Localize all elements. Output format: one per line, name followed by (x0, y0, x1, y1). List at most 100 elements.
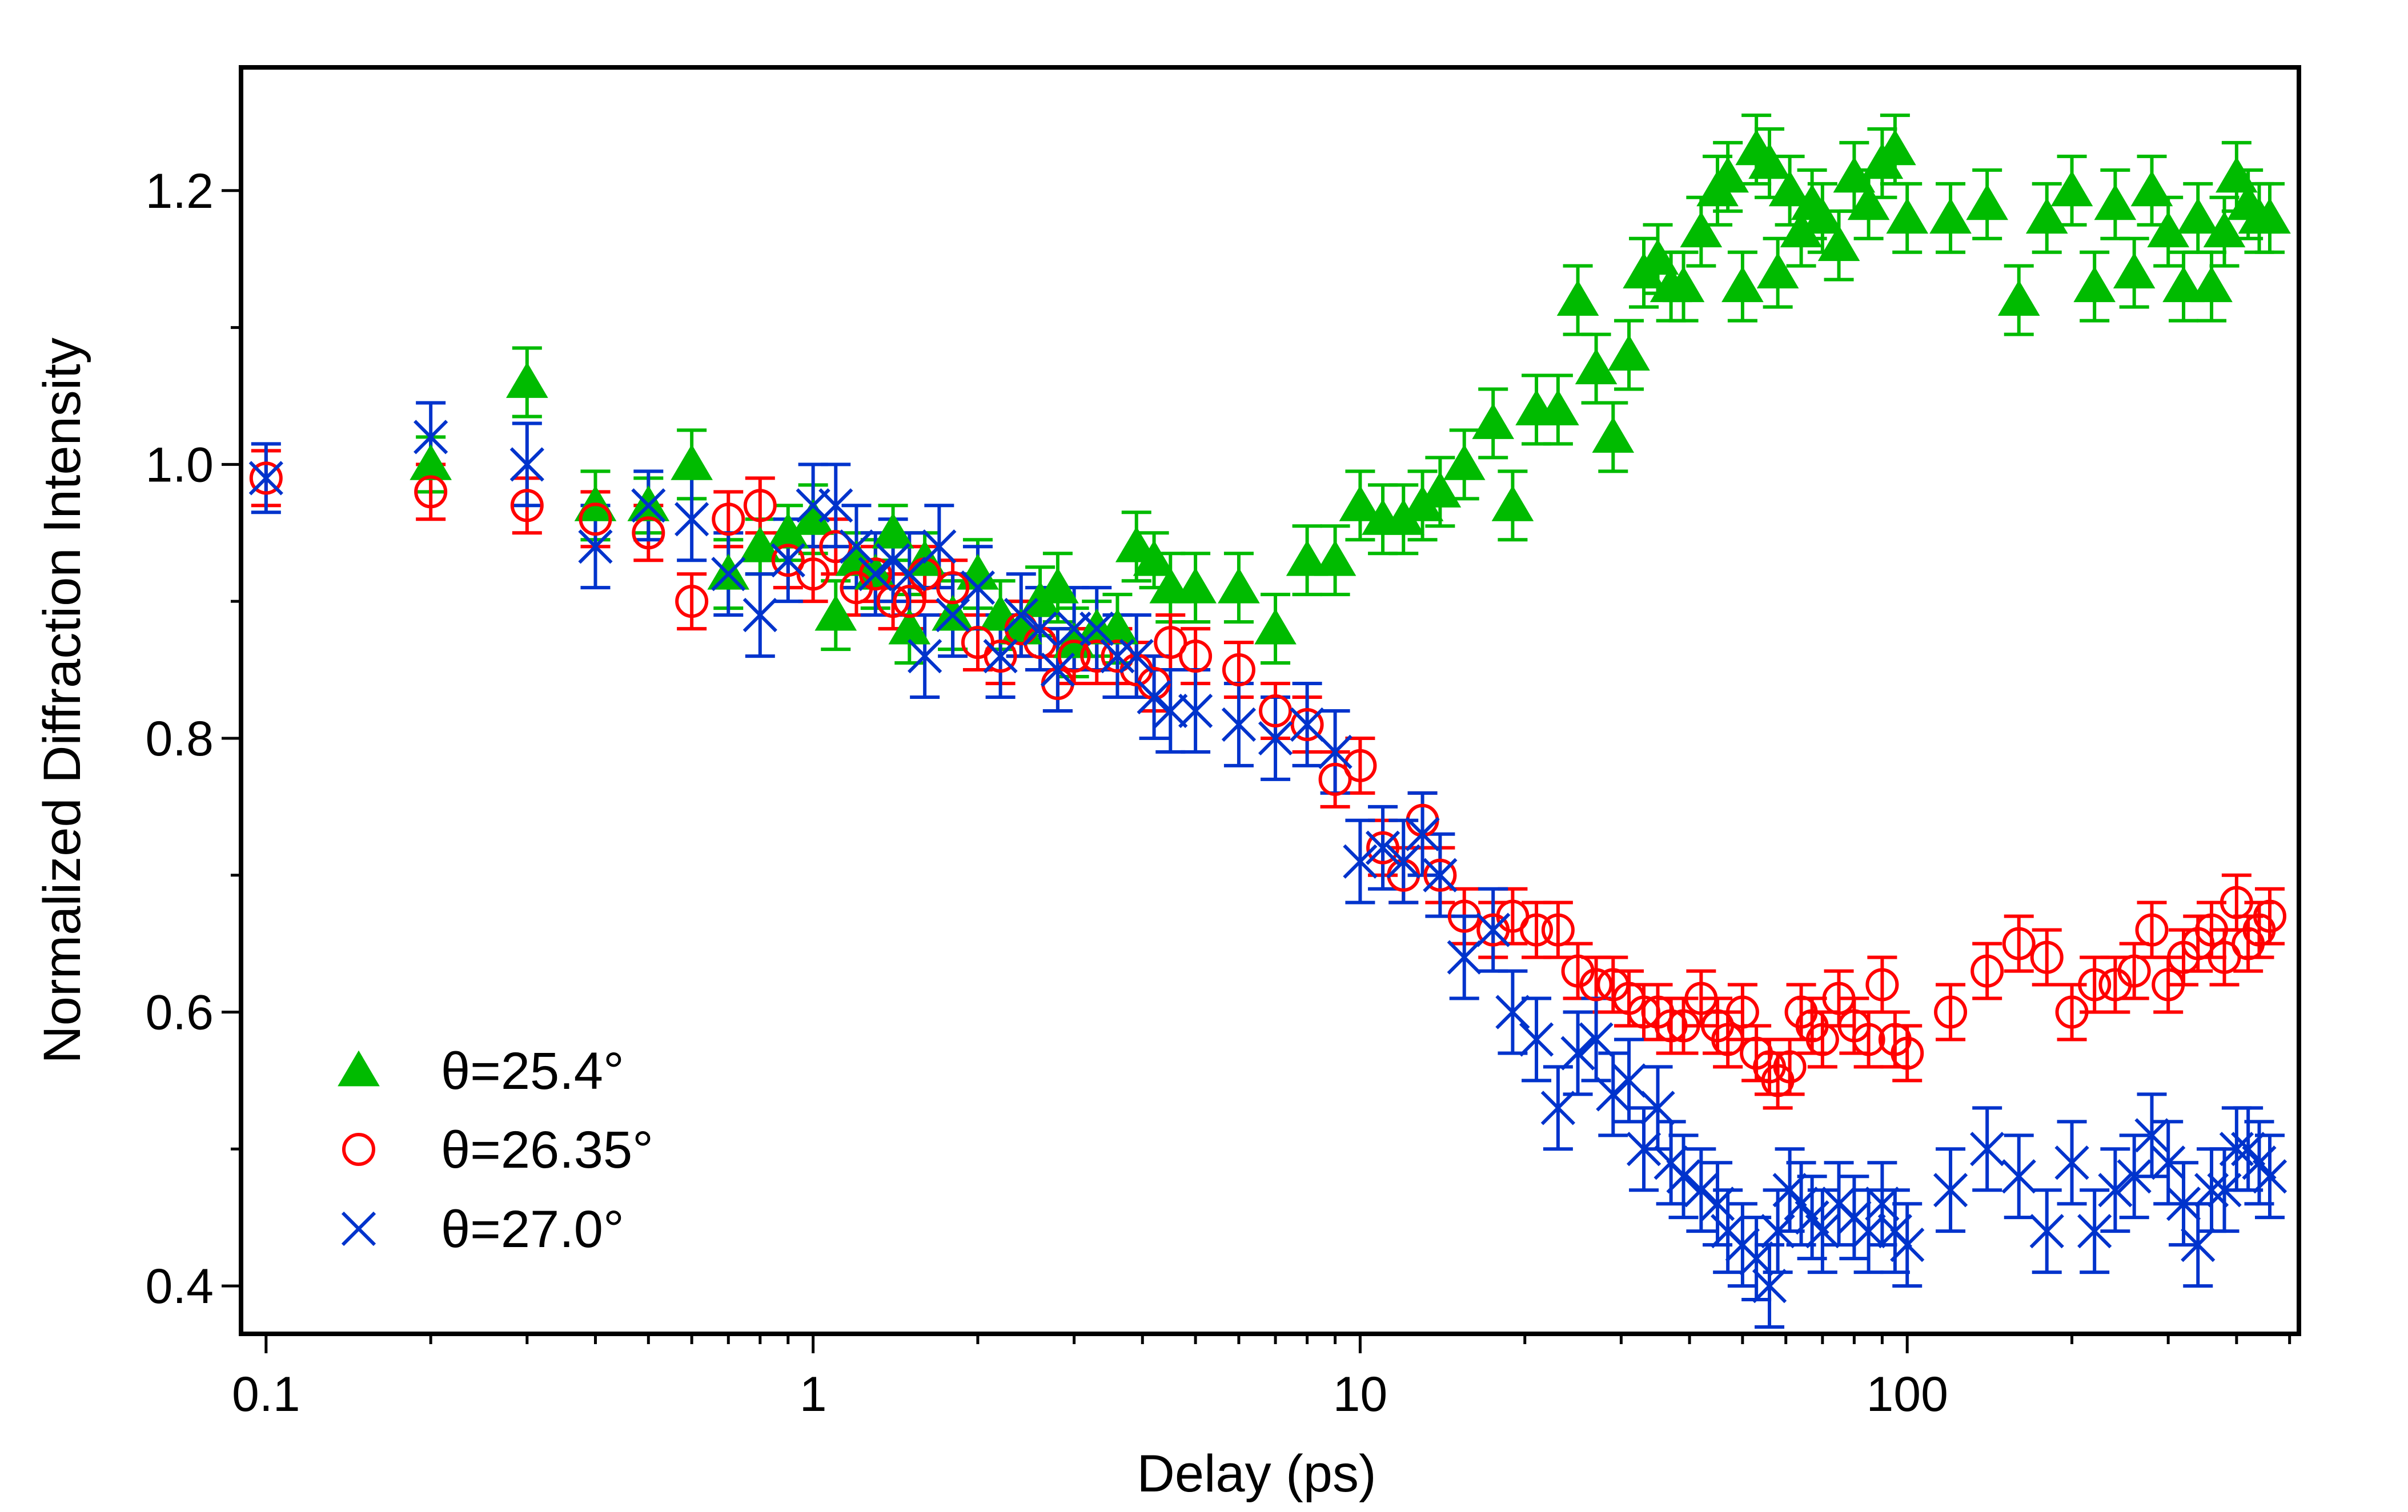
data-point (1721, 266, 1764, 303)
data-point (1222, 653, 1255, 687)
data-point (579, 502, 612, 536)
data-point (1608, 335, 1650, 371)
data-point (249, 461, 283, 495)
data-point (1640, 1091, 1675, 1125)
data-point (2242, 1145, 2277, 1180)
data-point (1684, 1173, 1719, 1208)
data-point (1865, 1187, 1900, 1221)
data-point (2117, 954, 2151, 988)
data-point (1579, 1022, 1614, 1057)
data-point (711, 557, 746, 592)
data-point (1290, 707, 1325, 742)
marker-cross-stroke (1221, 707, 1257, 742)
data-point (1037, 567, 1079, 604)
data-point (1154, 626, 1187, 660)
marker-cross-stroke (876, 543, 910, 578)
data-point (2181, 1228, 2216, 1262)
data-point (2249, 198, 2291, 234)
data-point (1004, 598, 1038, 633)
data-point (1179, 640, 1213, 673)
marker-cross-stroke (1970, 1132, 2005, 1167)
data-point (1560, 1036, 1595, 1071)
marker-cross-stroke (2134, 1118, 2169, 1153)
data-point (1254, 608, 1297, 645)
x-tick-label: 1 (800, 1367, 827, 1422)
data-point (1137, 679, 1171, 715)
data-point (1817, 225, 1860, 262)
data-point (1752, 1268, 1787, 1304)
data-point (1286, 540, 1329, 576)
marker-cross-stroke (1365, 830, 1400, 865)
data-point (1822, 982, 1856, 1015)
marker-cross-stroke (1178, 693, 1213, 729)
data-point (1929, 198, 1972, 234)
data-point (1405, 817, 1440, 851)
data-point (858, 557, 893, 592)
marker-cross-stroke (2098, 1173, 2133, 1208)
data-point (2055, 995, 2089, 1029)
data-point (1119, 638, 1154, 674)
data-point (839, 529, 874, 564)
data-point (979, 594, 1022, 631)
data-point (876, 543, 910, 578)
x-tick-label: 0.1 (232, 1367, 300, 1422)
data-point (248, 461, 283, 496)
data-point (1654, 1009, 1688, 1043)
marker-cross-stroke (1153, 693, 1188, 729)
marker-cross-stroke (248, 461, 283, 496)
data-point (2050, 170, 2093, 207)
marker-cross-stroke (1079, 611, 1114, 646)
data-point (2001, 1159, 2036, 1194)
data-point (819, 530, 853, 564)
legend: θ=25.4° θ=26.35° θ=27.0° (338, 1042, 653, 1258)
marker-cross-stroke (960, 570, 996, 605)
marker-cross-stroke (341, 1211, 376, 1246)
data-point (671, 444, 713, 480)
data-point (1259, 694, 1293, 727)
data-point (1556, 280, 1599, 316)
data-point (2231, 1132, 2266, 1167)
data-point (1662, 266, 1705, 303)
data-point (2194, 1173, 2229, 1208)
marker-cross-stroke (1004, 598, 1038, 633)
data-point (1366, 831, 1400, 864)
plot-area-frame (239, 65, 2301, 1336)
marker-cross-stroke (1579, 1022, 1614, 1057)
data-point (1221, 707, 1257, 742)
data-point (1423, 858, 1458, 892)
data-point (922, 529, 957, 564)
marker-cross-stroke (1890, 1228, 1925, 1262)
data-point (818, 488, 853, 523)
data-point (509, 447, 544, 482)
data-point (1339, 485, 1382, 521)
data-point (1700, 1187, 1735, 1221)
marker-cross-stroke (675, 502, 709, 537)
marker-cross-stroke (2231, 1132, 2266, 1167)
data-point (872, 512, 914, 549)
marker-cross-stroke (1119, 638, 1154, 674)
data-point (936, 571, 970, 605)
data-point (1801, 198, 1844, 234)
data-point (2252, 1159, 2287, 1194)
data-point (983, 638, 1018, 674)
marker-cross-stroke (1865, 1187, 1900, 1221)
data-point (1626, 1132, 1661, 1167)
data-point (1851, 1214, 1886, 1249)
data-point (1080, 640, 1114, 673)
marker-cross-stroke (1040, 652, 1075, 687)
data-point (1290, 707, 1324, 741)
data-point (1966, 184, 2008, 220)
marker-cross-stroke (509, 447, 544, 482)
data-point (1784, 1187, 1819, 1221)
data-point (1805, 1214, 1840, 1249)
data-point (1934, 995, 1968, 1029)
data-point (2134, 1118, 2169, 1153)
data-point (1133, 540, 1175, 576)
marker-cross-stroke (1611, 1063, 1647, 1098)
data-point (1768, 170, 1811, 207)
marker-cross-stroke (414, 420, 448, 455)
marker-cross-stroke (1626, 1132, 1661, 1167)
data-point (2054, 1145, 2089, 1180)
data-point (2216, 156, 2258, 193)
